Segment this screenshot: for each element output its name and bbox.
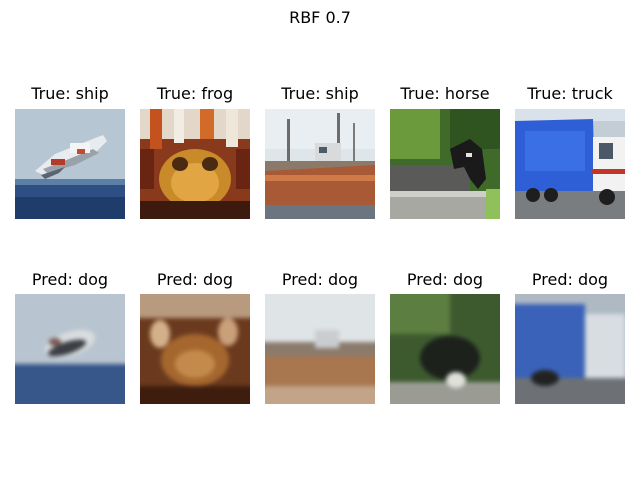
pred-image-reconstruction-3 [265,294,375,404]
pred-label-4: Pred: dog [406,270,484,289]
true-label-2: True: frog [156,84,234,103]
figure-title: RBF 0.7 [289,8,351,27]
true-label-3: True: ship [281,84,359,103]
true-image-horse [390,109,500,219]
true-label-1: True: ship [31,84,109,103]
pred-label-1: Pred: dog [31,270,109,289]
pred-image-reconstruction-4 [390,294,500,404]
pred-label-2: Pred: dog [156,270,234,289]
pred-image-reconstruction-1 [15,294,125,404]
pred-image-reconstruction-5 [515,294,625,404]
true-image-truck [515,109,625,219]
pred-label-3: Pred: dog [281,270,359,289]
true-image-frog [140,109,250,219]
true-image-ship [15,109,125,219]
pred-label-5: Pred: dog [531,270,609,289]
true-image-fishing-boat [265,109,375,219]
pred-image-reconstruction-2 [140,294,250,404]
true-label-4: True: horse [400,84,490,103]
true-label-5: True: truck [527,84,613,103]
